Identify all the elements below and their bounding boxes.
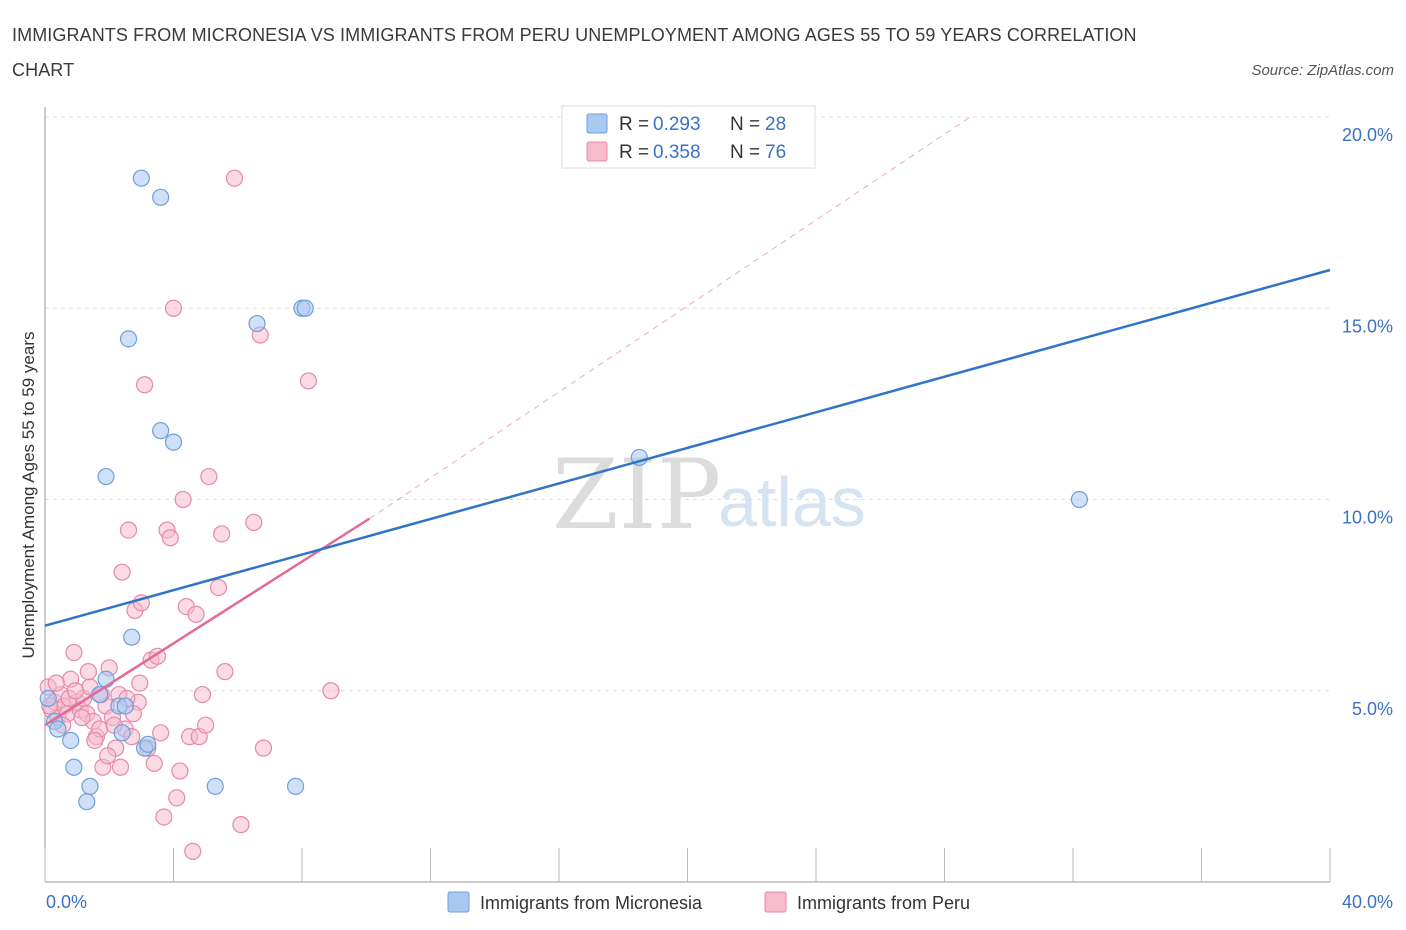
point-micronesia: [62, 731, 80, 750]
axes: [44, 107, 1331, 883]
trend-line-micronesia: [44, 268, 1331, 627]
legend-r-label-peru: R =: [619, 142, 649, 163]
point-micronesia: [296, 299, 314, 317]
point-peru: [79, 663, 97, 681]
point-peru: [322, 682, 340, 700]
legend-swatch-peru: [586, 141, 608, 162]
y-tick-labels: 5.0% 10.0% 15.0% 20.0%: [1342, 125, 1393, 719]
point-micronesia: [78, 793, 96, 811]
bottom-legend-swatch-micronesia: [447, 891, 470, 913]
trend-lines: [44, 116, 1331, 727]
y-tick-label: 10.0%: [1342, 508, 1393, 528]
point-peru: [197, 716, 215, 734]
stats-legend: R = 0.293 N = 28 R = 0.358 N = 76: [561, 105, 816, 169]
point-micronesia: [116, 697, 134, 715]
point-micronesia: [286, 777, 305, 795]
legend-r-value-micronesia: 0.293: [653, 114, 701, 135]
legend-n-label-micronesia: N =: [730, 114, 760, 135]
bottom-legend-label-peru: Immigrants from Peru: [797, 893, 970, 913]
point-peru: [216, 663, 234, 681]
point-peru: [145, 754, 163, 773]
point-peru: [66, 682, 85, 700]
point-micronesia: [132, 169, 150, 187]
legend-n-label-peru: N =: [730, 142, 760, 163]
point-peru: [135, 376, 154, 394]
legend-n-value-micronesia: 28: [765, 114, 786, 135]
point-peru: [164, 299, 183, 317]
point-peru: [65, 643, 83, 662]
y-axis-label: Unemployment Among Ages 55 to 59 years: [19, 332, 38, 659]
point-peru: [111, 758, 130, 776]
point-peru: [193, 685, 212, 704]
point-micronesia: [49, 720, 67, 738]
point-peru: [86, 731, 104, 750]
point-peru: [209, 578, 228, 597]
point-peru: [232, 816, 250, 834]
legend-swatch-micronesia: [586, 113, 608, 134]
point-peru: [119, 521, 138, 539]
point-peru: [47, 674, 65, 692]
point-micronesia: [248, 314, 266, 333]
point-peru: [254, 739, 273, 757]
series-legend: Immigrants from Micronesia Immigrants fr…: [447, 891, 970, 913]
y-tick-label: 20.0%: [1342, 125, 1393, 145]
x-tick-label-min: 0.0%: [46, 892, 87, 912]
y-tick-label: 15.0%: [1342, 316, 1393, 336]
point-micronesia: [65, 758, 83, 776]
point-peru: [299, 372, 318, 390]
point-micronesia: [164, 433, 183, 451]
point-micronesia: [39, 689, 57, 708]
point-peru: [174, 490, 192, 509]
point-peru: [187, 605, 205, 623]
bottom-legend-swatch-peru: [764, 891, 787, 913]
point-micronesia: [139, 735, 157, 753]
point-micronesia: [206, 777, 224, 795]
point-peru: [245, 513, 263, 532]
point-peru: [200, 467, 218, 486]
point-micronesia: [152, 422, 170, 440]
legend-r-value-peru: 0.358: [653, 142, 701, 163]
point-micronesia: [97, 467, 115, 486]
watermark-atlas: atlas: [718, 463, 866, 541]
point-peru: [184, 842, 202, 861]
trend-line-peru: [44, 517, 371, 727]
gridlines: [45, 116, 1330, 692]
point-peru: [225, 169, 244, 187]
point-peru: [152, 724, 170, 742]
point-micronesia: [119, 330, 138, 348]
legend-r-label-micronesia: R =: [619, 114, 649, 135]
point-peru: [131, 674, 149, 692]
point-micronesia: [152, 188, 170, 206]
point-micronesia: [113, 724, 131, 742]
source-note: Source: ZipAtlas.com: [1251, 62, 1394, 79]
point-peru: [113, 563, 131, 581]
point-peru: [99, 747, 117, 765]
point-peru: [155, 808, 173, 826]
x-tick-label-max: 40.0%: [1342, 892, 1393, 912]
point-micronesia: [81, 777, 99, 795]
point-peru: [168, 789, 186, 807]
point-peru: [213, 525, 231, 543]
chart-title: IMMIGRANTS FROM MICRONESIA VS IMMIGRANTS…: [12, 25, 1137, 80]
point-micronesia: [1070, 490, 1089, 509]
point-peru: [161, 529, 179, 547]
y-tick-label: 5.0%: [1352, 699, 1393, 719]
point-peru: [73, 708, 91, 727]
point-micronesia: [123, 628, 141, 646]
bottom-legend-label-micronesia: Immigrants from Micronesia: [480, 893, 703, 913]
legend-n-value-peru: 76: [765, 142, 786, 163]
point-peru: [171, 762, 189, 780]
